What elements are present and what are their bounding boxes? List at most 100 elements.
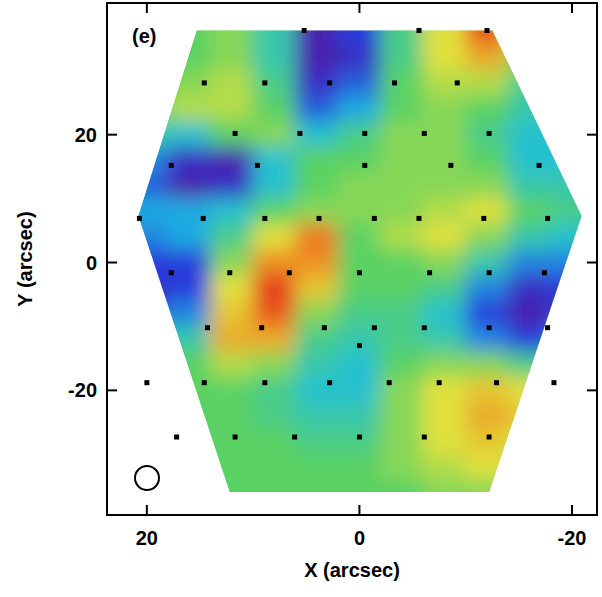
cell	[295, 147, 339, 174]
cell	[295, 275, 339, 302]
cell	[295, 428, 339, 455]
cell	[465, 249, 509, 276]
cell	[253, 249, 297, 276]
cell	[550, 45, 597, 72]
fibre-point	[484, 28, 489, 33]
fibre-point	[448, 163, 453, 168]
cell	[423, 198, 467, 225]
cell	[210, 454, 254, 481]
tick-label: -20	[68, 379, 97, 401]
tick	[571, 3, 573, 13]
cell	[423, 352, 467, 379]
cell	[423, 454, 467, 481]
cell	[550, 70, 597, 97]
fibre-point	[362, 131, 367, 136]
cell	[423, 249, 467, 276]
cell	[338, 403, 382, 430]
cell	[550, 300, 597, 327]
cell	[508, 403, 552, 430]
fibres	[137, 28, 557, 440]
cell	[465, 377, 509, 404]
cell	[508, 352, 552, 379]
cell	[508, 96, 552, 123]
cell	[107, 224, 169, 251]
cell	[107, 300, 169, 327]
cell	[295, 121, 339, 148]
cells	[107, 3, 597, 515]
cell	[338, 198, 382, 225]
cell	[295, 403, 339, 430]
cell	[550, 3, 597, 46]
tick	[358, 505, 360, 515]
fibre-point	[422, 435, 427, 440]
beam	[135, 466, 159, 490]
cell	[295, 326, 339, 353]
cell	[550, 173, 597, 200]
cell	[168, 326, 212, 353]
cell	[253, 70, 297, 97]
footprint	[138, 31, 581, 493]
cell	[338, 173, 382, 200]
cell	[550, 454, 597, 481]
fibre-point	[427, 270, 432, 275]
cell	[107, 249, 169, 276]
fibre-point	[317, 216, 322, 221]
cell	[380, 300, 424, 327]
cell	[107, 275, 169, 302]
cell	[380, 96, 424, 123]
cell	[465, 121, 509, 148]
cell	[295, 377, 339, 404]
fibre-point	[416, 216, 421, 221]
cell	[338, 326, 382, 353]
cell	[168, 377, 212, 404]
fibre-point	[137, 216, 142, 221]
cell	[423, 300, 467, 327]
cell	[338, 377, 382, 404]
fibre-point	[357, 343, 362, 348]
fibre-point	[202, 380, 207, 385]
y-axis-title: Y (arcsec)	[14, 211, 36, 306]
cell	[508, 121, 552, 148]
tick	[587, 134, 597, 136]
cell	[423, 96, 467, 123]
fibre-point	[551, 380, 556, 385]
cell	[508, 300, 552, 327]
cell	[253, 454, 297, 481]
cell	[253, 96, 297, 123]
cell	[168, 3, 212, 46]
cell	[338, 45, 382, 72]
tick-label: 20	[136, 527, 158, 549]
cell	[253, 428, 297, 455]
cell	[107, 96, 169, 123]
cell	[423, 326, 467, 353]
cell	[253, 352, 297, 379]
cell	[107, 428, 169, 455]
cell	[168, 147, 212, 174]
cell	[380, 403, 424, 430]
cell	[168, 479, 212, 515]
cell	[380, 454, 424, 481]
fibre-point	[233, 131, 238, 136]
fibre-point	[545, 325, 550, 330]
cell	[550, 428, 597, 455]
cell	[210, 173, 254, 200]
cell	[107, 326, 169, 353]
cell	[380, 249, 424, 276]
cell	[253, 224, 297, 251]
cell	[295, 96, 339, 123]
cell	[550, 479, 597, 515]
cell	[253, 121, 297, 148]
cell	[550, 147, 597, 174]
cell	[210, 352, 254, 379]
cell	[550, 377, 597, 404]
cell	[253, 198, 297, 225]
cell	[168, 173, 212, 200]
cell	[423, 70, 467, 97]
fibre-point	[455, 80, 460, 85]
cell	[338, 224, 382, 251]
fibre-point	[201, 216, 206, 221]
cell	[210, 147, 254, 174]
cell	[210, 249, 254, 276]
fibre-point	[259, 325, 264, 330]
cell	[253, 377, 297, 404]
